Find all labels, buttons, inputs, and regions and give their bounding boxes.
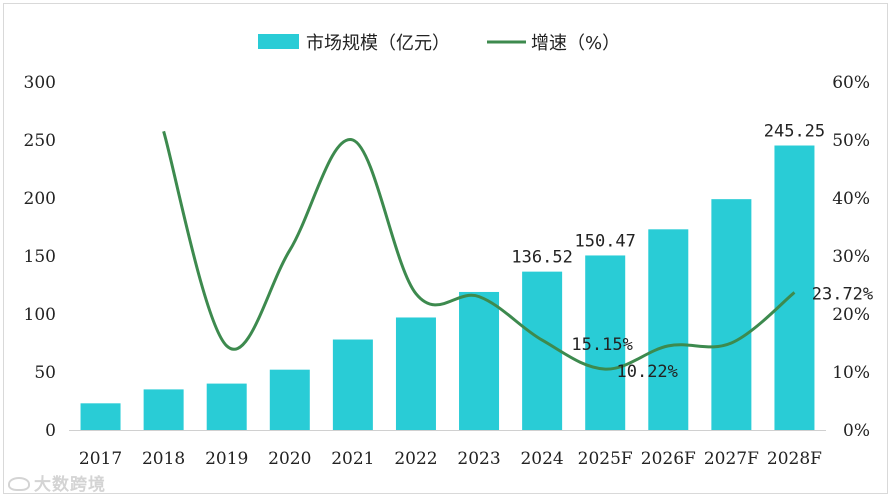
y-right-tick-label: 60% bbox=[832, 73, 870, 93]
bar-2021 bbox=[332, 339, 373, 430]
y-left-tick-label: 150 bbox=[24, 247, 56, 267]
bar-2023 bbox=[459, 291, 500, 430]
x-tick-label: 2020 bbox=[268, 449, 311, 469]
x-tick-label: 2023 bbox=[457, 449, 500, 469]
y-left-tick-label: 250 bbox=[24, 131, 56, 151]
y-right-tick-label: 0% bbox=[843, 421, 870, 441]
line-data-label: 10.22% bbox=[616, 362, 677, 382]
x-tick-label: 2021 bbox=[331, 449, 374, 469]
y-left-tick-label: 300 bbox=[24, 73, 56, 93]
y-right-tick-label: 20% bbox=[832, 305, 870, 325]
bar-2027F bbox=[711, 199, 752, 430]
bar-2017 bbox=[80, 403, 121, 430]
x-tick-label: 2027F bbox=[704, 449, 759, 469]
watermark-text: 大数跨境 bbox=[34, 475, 106, 495]
bar-2020 bbox=[269, 369, 310, 430]
y-right-tick-label: 30% bbox=[832, 247, 870, 267]
y-right-tick-label: 50% bbox=[832, 131, 870, 151]
bar-2026F bbox=[648, 229, 689, 430]
y-left-tick-label: 0 bbox=[45, 421, 56, 441]
x-tick-label: 2025F bbox=[578, 449, 633, 469]
legend-swatch-market-size bbox=[258, 34, 299, 49]
bar-2025F bbox=[585, 255, 626, 430]
legend-label-market-size: 市场规模（亿元） bbox=[306, 33, 450, 54]
x-tick-label: 2024 bbox=[520, 449, 563, 469]
bar-2022 bbox=[395, 317, 436, 430]
watermark: 大数跨境 bbox=[8, 470, 106, 495]
watermark-logo-icon bbox=[8, 477, 30, 491]
bar-2024 bbox=[522, 271, 563, 430]
x-tick-label: 2017 bbox=[79, 449, 122, 469]
x-tick-label: 2028F bbox=[767, 449, 822, 469]
growth-line bbox=[162, 130, 796, 371]
x-tick-label: 2022 bbox=[394, 449, 437, 469]
x-tick-label: 2018 bbox=[142, 449, 185, 469]
bar-2028F bbox=[774, 145, 815, 430]
y-left-tick-label: 50 bbox=[34, 363, 56, 383]
y-right-tick-label: 10% bbox=[832, 363, 870, 383]
bar-data-label: 136.52 bbox=[511, 248, 572, 268]
line-data-label: 23.72% bbox=[812, 284, 873, 304]
legend: 市场规模（亿元） 增速（%） bbox=[258, 33, 620, 54]
x-tick-label: 2019 bbox=[205, 449, 248, 469]
y-left-tick-label: 100 bbox=[24, 305, 56, 325]
bar-2018 bbox=[143, 389, 184, 430]
line-data-label: 15.15% bbox=[571, 335, 632, 355]
bar-2019 bbox=[206, 383, 247, 430]
y-right-tick-label: 40% bbox=[832, 189, 870, 209]
bar-data-label: 245.25 bbox=[764, 122, 825, 142]
y-left-tick-label: 200 bbox=[24, 189, 56, 209]
x-tick-label: 2026F bbox=[641, 449, 696, 469]
legend-label-growth: 增速（%） bbox=[531, 33, 620, 54]
bar-data-label: 150.47 bbox=[574, 231, 635, 251]
